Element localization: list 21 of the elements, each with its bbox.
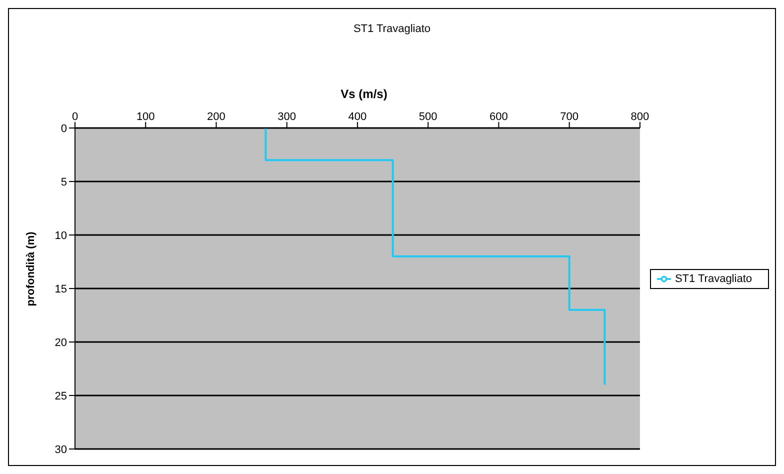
x-tick-label: 500 xyxy=(418,111,438,123)
x-tick-label: 0 xyxy=(72,111,78,123)
x-tick-label: 700 xyxy=(560,111,579,123)
x-axis-title: Vs (m/s) xyxy=(340,87,388,101)
y-tick-label: 25 xyxy=(54,390,67,402)
legend-label: ST1 Travagliato xyxy=(674,272,752,285)
x-tick-label: 800 xyxy=(630,111,650,123)
x-tick-label: 300 xyxy=(278,111,296,123)
y-tick-label: 0 xyxy=(60,122,67,135)
y-tick-label: 20 xyxy=(54,336,67,349)
y-tick-label: 5 xyxy=(60,176,67,188)
x-tick-label: 400 xyxy=(348,111,367,123)
y-tick-label: 10 xyxy=(54,230,67,242)
x-tick-label: 600 xyxy=(490,111,508,123)
y-axis-title: profondità (m) xyxy=(25,232,37,306)
chart-title: ST1 Travagliato xyxy=(352,23,432,35)
y-tick-label: 30 xyxy=(54,444,67,456)
y-tick-label: 15 xyxy=(54,283,67,296)
x-tick-label: 200 xyxy=(207,111,226,123)
line-series xyxy=(264,128,606,386)
x-tick-label: 100 xyxy=(136,111,155,123)
